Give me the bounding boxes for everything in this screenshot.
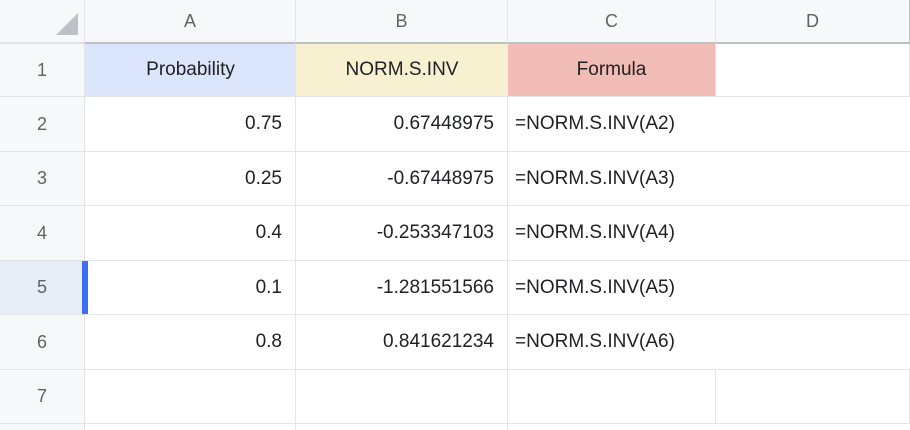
cell-C6[interactable]: =NORM.S.INV(A6) (508, 315, 716, 370)
row-header-4[interactable]: 4 (0, 206, 85, 261)
column-header-b[interactable]: B (296, 0, 508, 44)
cell-C2[interactable]: =NORM.S.INV(A2) (508, 97, 716, 152)
cell-D2[interactable] (716, 97, 910, 152)
cell-A3[interactable]: 0.25 (85, 152, 296, 206)
column-header-d[interactable]: D (716, 0, 910, 44)
row-header-6[interactable]: 6 (0, 315, 85, 370)
cell-C8[interactable] (508, 424, 716, 430)
column-header-c[interactable]: C (508, 0, 716, 44)
cell-D5[interactable] (716, 261, 910, 315)
cell-D6[interactable] (716, 315, 910, 370)
row-header-3[interactable]: 3 (0, 152, 85, 206)
row-header-2[interactable]: 2 (0, 97, 85, 152)
cell-A8[interactable] (85, 424, 296, 430)
cell-B7[interactable] (296, 370, 508, 424)
cell-B4[interactable]: -0.253347103 (296, 206, 508, 261)
cell-A7[interactable] (85, 370, 296, 424)
selection-indicator-bar (82, 261, 88, 314)
cell-D3[interactable] (716, 152, 910, 206)
cell-D8[interactable] (716, 424, 910, 430)
column-header-a[interactable]: A (85, 0, 296, 44)
cell-B2[interactable]: 0.67448975 (296, 97, 508, 152)
cell-C4[interactable]: =NORM.S.INV(A4) (508, 206, 716, 261)
select-all-corner[interactable] (0, 0, 85, 44)
cell-C7[interactable] (508, 370, 716, 424)
cell-D4[interactable] (716, 206, 910, 261)
cell-D7[interactable] (716, 370, 910, 424)
row-header-5-label: 5 (36, 277, 47, 297)
row-header-7[interactable]: 7 (0, 370, 85, 424)
cell-B8[interactable] (296, 424, 508, 430)
cell-A6[interactable]: 0.8 (85, 315, 296, 370)
row-header-8[interactable] (0, 424, 85, 430)
cell-B5[interactable]: -1.281551566 (296, 261, 508, 315)
cell-B6[interactable]: 0.841621234 (296, 315, 508, 370)
select-all-triangle-icon (56, 13, 78, 35)
row-header-1[interactable]: 1 (0, 44, 85, 97)
cell-B1[interactable]: NORM.S.INV (296, 44, 508, 97)
cell-A4[interactable]: 0.4 (85, 206, 296, 261)
cell-C1[interactable]: Formula (508, 44, 716, 97)
cell-A2[interactable]: 0.75 (85, 97, 296, 152)
cell-C5[interactable]: =NORM.S.INV(A5) (508, 261, 716, 315)
cell-B3[interactable]: -0.67448975 (296, 152, 508, 206)
row-header-5[interactable]: 5 (0, 261, 88, 315)
cell-D1[interactable] (716, 44, 910, 97)
cell-C3[interactable]: =NORM.S.INV(A3) (508, 152, 716, 206)
cell-A5[interactable]: 0.1 (85, 261, 296, 315)
cell-A1[interactable]: Probability (85, 44, 296, 97)
